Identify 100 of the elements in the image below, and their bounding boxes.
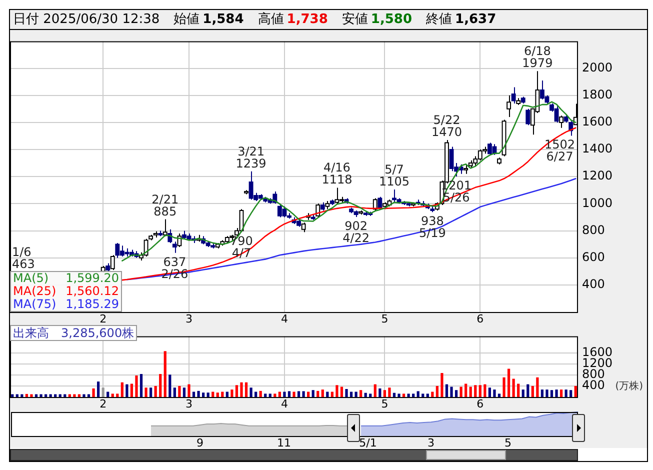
y-axis-title: (万株) [615, 380, 643, 393]
annotation: 938 5/19 [418, 214, 446, 240]
bar [25, 394, 28, 397]
chart-title: 出来高 3,285,600株 [10, 325, 138, 341]
y-tick-label: 1000 [582, 196, 613, 210]
bar [268, 394, 272, 397]
x-tick-label: 2 [100, 312, 107, 326]
bar [493, 390, 496, 397]
bar [454, 390, 458, 397]
bar [560, 390, 563, 397]
bar [388, 388, 391, 397]
bar [302, 391, 305, 397]
bar [130, 384, 134, 397]
bar [30, 394, 33, 397]
x-tick-label: 3 [185, 397, 192, 410]
bar [321, 390, 324, 397]
series-label: MA(25) 1,560.12 [13, 284, 119, 298]
bar [460, 386, 462, 397]
x-tick-label: 11 [277, 436, 291, 450]
bar [522, 390, 524, 397]
x-tick-label: 9 [196, 436, 204, 450]
bar [102, 388, 104, 397]
bar [168, 374, 172, 397]
bar [54, 394, 57, 397]
bar [307, 392, 310, 397]
bar [374, 384, 376, 397]
bar [40, 394, 42, 397]
bar [564, 390, 568, 397]
bar [392, 392, 396, 397]
bar [44, 394, 48, 397]
x-tick-label: 3 [428, 436, 434, 450]
annotation: 902 4/22 [342, 218, 370, 245]
bar [360, 390, 362, 397]
bar [422, 394, 424, 397]
bar [264, 394, 267, 397]
annotation: 5/7 1105 [378, 162, 410, 188]
annotation: 3/21 1239 [236, 144, 266, 170]
x-tick-label: 2 [100, 397, 107, 410]
bar [488, 388, 492, 397]
bar [570, 390, 572, 397]
bar [87, 394, 90, 397]
bar [206, 392, 210, 397]
annotation: 5/22 1470 [431, 113, 462, 140]
bar [216, 392, 219, 397]
bar [312, 390, 314, 397]
bar [536, 377, 539, 397]
series-label: MA(75) 1,185.29 [13, 297, 119, 311]
bar [336, 385, 338, 397]
bar [378, 388, 382, 397]
annotation: 1502 6/27 [544, 138, 576, 164]
bar [412, 394, 415, 397]
bar [82, 394, 86, 397]
bar [226, 392, 228, 397]
bar [297, 391, 300, 397]
x-tick-label: 5/1 [359, 436, 377, 450]
y-tick-label: 1200 [582, 168, 613, 183]
bar [192, 392, 196, 397]
bar [68, 394, 71, 397]
x-tick-label: 5 [381, 312, 388, 326]
bar [49, 394, 52, 397]
bar [398, 394, 400, 397]
annotation: 1/6 463 [12, 245, 35, 271]
y-tick-label: 1400 [582, 142, 613, 156]
y-tick-label: 1800 [582, 87, 613, 102]
bar [64, 394, 66, 397]
bar [464, 384, 468, 397]
bar [173, 388, 176, 397]
bar [354, 392, 358, 397]
bar [498, 394, 501, 397]
x-tick-label: 4 [280, 312, 288, 326]
bar [431, 392, 434, 397]
bar [574, 386, 577, 397]
bar [96, 382, 100, 397]
bar [426, 394, 429, 397]
bar [288, 391, 291, 397]
y-tick-label: 800 [582, 222, 605, 237]
bar [369, 394, 372, 397]
bar [116, 394, 119, 397]
bar [364, 392, 367, 397]
bar [73, 394, 76, 397]
bar [416, 391, 420, 397]
chart-subtitle: 始値 1,584 高値 1,738 安値 1,580 終値 1,637 [174, 12, 496, 27]
bar [16, 394, 18, 397]
bar [526, 384, 530, 397]
bar [259, 390, 262, 397]
bar [154, 386, 157, 397]
annotation: 4/16 1118 [322, 160, 352, 187]
bar [345, 388, 348, 397]
bar [517, 384, 520, 397]
bar [235, 385, 238, 397]
bar [326, 392, 329, 397]
bar [197, 390, 200, 397]
y-tick-label: 1600 [582, 114, 613, 129]
bar [507, 368, 510, 397]
x-tick-label: 5 [381, 397, 388, 410]
bar [330, 392, 334, 397]
bar [474, 385, 477, 397]
x-tick-label: 6 [476, 397, 484, 410]
y-tick-label: 2000 [582, 60, 613, 74]
bar [240, 382, 243, 397]
